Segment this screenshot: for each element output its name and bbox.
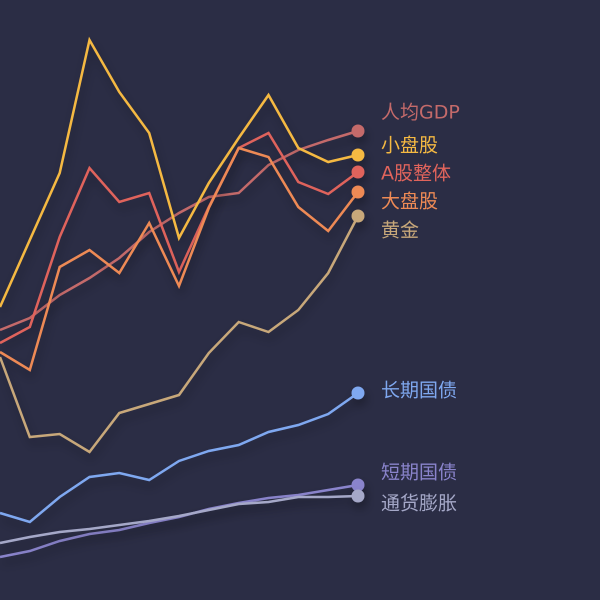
series-end-point [351, 185, 365, 199]
series-1 [0, 36, 365, 308]
series-line [0, 215, 360, 454]
series-2 [0, 131, 365, 345]
series-end-point [351, 386, 365, 400]
series-label: 人均GDP [381, 102, 460, 124]
series-label: 短期国债 [381, 462, 457, 484]
series-label: 长期国债 [381, 380, 457, 402]
series-line [0, 131, 359, 345]
series-label: 小盘股 [381, 135, 438, 157]
series-0 [0, 124, 365, 332]
series-label: A股整体 [381, 163, 451, 185]
series-end-point [351, 165, 365, 179]
series-end-point [351, 209, 365, 223]
series-line [0, 146, 359, 372]
series-end-point [351, 148, 365, 162]
series-label: 大盘股 [381, 191, 438, 213]
series-end-point [351, 489, 365, 503]
series-3 [0, 146, 365, 372]
series-6 [0, 478, 365, 559]
series-line [0, 36, 359, 308]
series-line [0, 129, 359, 332]
series-lines [0, 36, 365, 559]
series-4 [0, 209, 365, 454]
series-label: 通货膨胀 [381, 493, 457, 515]
series-label: 黄金 [381, 220, 419, 242]
series-line [0, 494, 359, 545]
series-5 [0, 386, 365, 524]
series-7 [0, 489, 365, 545]
series-end-point [351, 124, 365, 138]
series-line [0, 391, 359, 524]
series-end-point [351, 478, 365, 492]
